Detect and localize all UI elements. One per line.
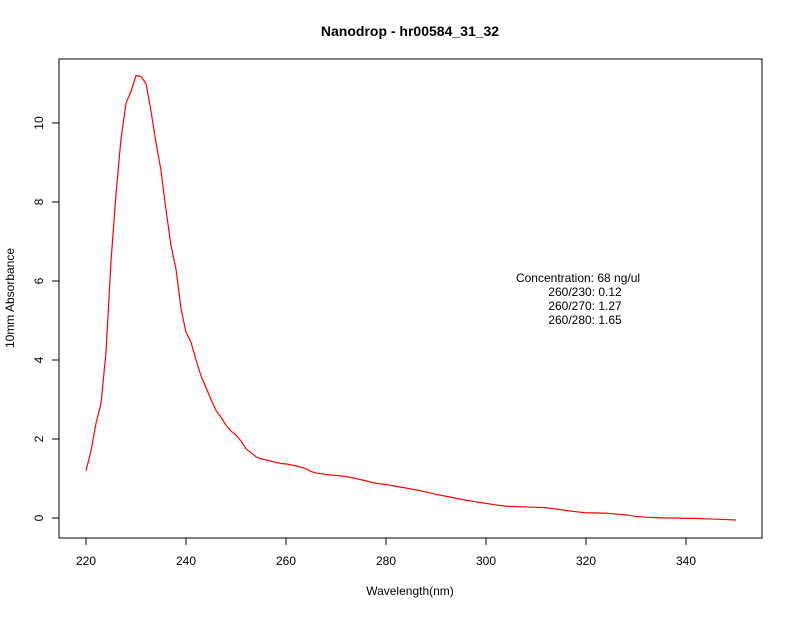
plot-frame [58, 58, 763, 539]
y-axis-label: 10mm Absorbance [3, 248, 17, 348]
y-tick-label: 2 [32, 435, 46, 442]
annotation-ratio-260-230: 260/230: 0.12 [548, 285, 622, 299]
x-tick-label: 320 [576, 554, 596, 568]
annotation-ratio-260-280: 260/280: 1.65 [548, 313, 622, 327]
y-axis: 0 2 4 6 8 10 [32, 116, 60, 521]
x-axis-label: Wavelength(nm) [366, 584, 454, 598]
y-tick-label: 4 [32, 356, 46, 363]
absorbance-series-line [85, 74, 737, 521]
x-tick-label: 220 [76, 554, 96, 568]
x-tick-label: 260 [276, 554, 296, 568]
x-tick-label: 300 [476, 554, 496, 568]
y-tick-label: 10 [32, 116, 46, 130]
annotation-ratio-260-270: 260/270: 1.27 [548, 299, 622, 313]
annotations-box: Concentration: 68 ng/ul 260/230: 0.12 26… [516, 271, 640, 327]
y-tick-label: 8 [32, 198, 46, 205]
x-axis: 220 240 260 280 300 320 340 [76, 537, 696, 568]
chart-title: Nanodrop - hr00584_31_32 [321, 23, 499, 39]
y-tick-label: 6 [32, 277, 46, 284]
y-tick-label: 0 [32, 514, 46, 521]
annotation-concentration: Concentration: 68 ng/ul [516, 271, 640, 285]
x-tick-label: 340 [676, 554, 696, 568]
x-tick-label: 240 [176, 554, 196, 568]
x-tick-label: 280 [376, 554, 396, 568]
